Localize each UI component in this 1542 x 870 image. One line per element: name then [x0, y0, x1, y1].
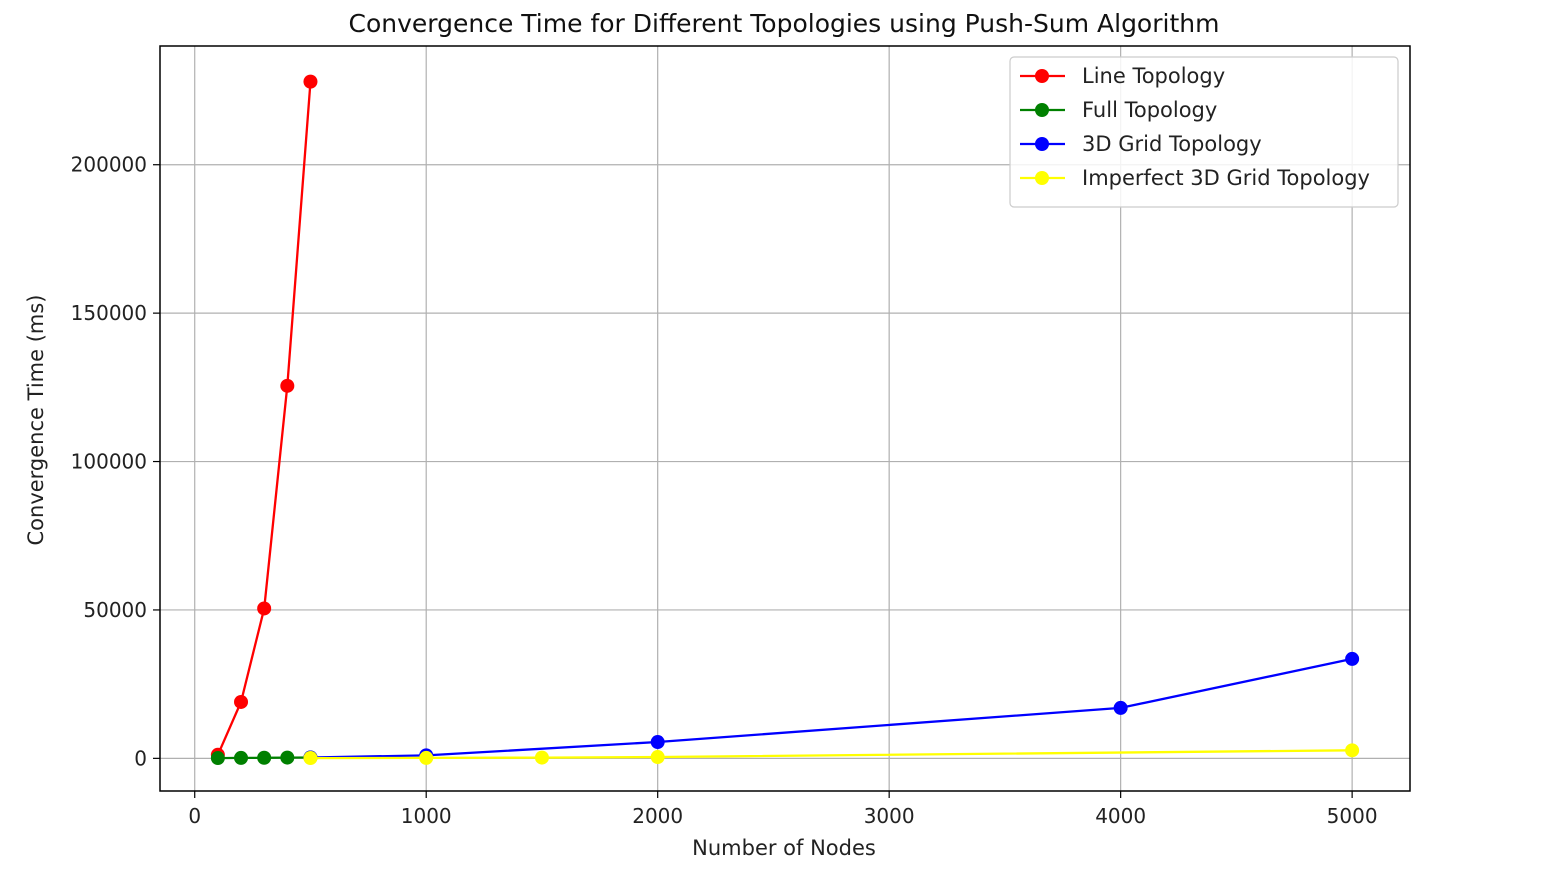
legend-marker: [1035, 137, 1049, 151]
legend: Line Topology Full Topology 3D Grid Topolo…: [1009, 56, 1399, 208]
x-axis-label: Number of Nodes: [692, 836, 876, 860]
data-point-full-topology: [210, 751, 225, 766]
chart-title: Convergence Time for Different Topologie…: [349, 9, 1220, 38]
y-tick-label: 200000: [71, 153, 147, 177]
legend-marker: [1035, 171, 1049, 185]
legend-item: Imperfect 3D Grid Topology: [1020, 166, 1370, 190]
data-point-imperfect-3d-grid-topology: [534, 750, 549, 765]
y-tick-label: 0: [134, 746, 147, 770]
series-layer: [210, 74, 1360, 766]
legend-label: Full Topology: [1082, 98, 1217, 122]
y-tick-label: 50000: [83, 598, 147, 622]
data-point-3d-grid-topology: [1345, 651, 1360, 666]
y-tick-label: 100000: [71, 450, 147, 474]
legend-label: Line Topology: [1082, 64, 1225, 88]
x-tick-label: 3000: [864, 804, 915, 828]
x-tick-label: 4000: [1095, 804, 1146, 828]
legend-item: Line Topology: [1020, 64, 1225, 88]
x-tick-label: 0: [188, 804, 201, 828]
data-point-3d-grid-topology: [650, 735, 665, 750]
data-point-imperfect-3d-grid-topology: [419, 750, 434, 765]
legend-marker: [1035, 69, 1049, 83]
legend-box: [1009, 56, 1399, 208]
plot-frame: [159, 45, 1411, 792]
y-axis-ticks: 0 50000 100000 150000 200000: [71, 153, 160, 770]
data-point-3d-grid-topology: [1113, 700, 1128, 715]
data-point-imperfect-3d-grid-topology: [303, 751, 318, 766]
legend-label: 3D Grid Topology: [1082, 132, 1262, 156]
data-point-imperfect-3d-grid-topology: [1345, 743, 1360, 758]
legend-item: Full Topology: [1020, 98, 1217, 122]
x-tick-label: 5000: [1327, 804, 1378, 828]
legend-marker: [1035, 103, 1049, 117]
series-imperfect-3d-grid-topology: [303, 743, 1360, 766]
data-point-full-topology: [257, 750, 272, 765]
legend-label: Imperfect 3D Grid Topology: [1082, 166, 1370, 190]
data-point-imperfect-3d-grid-topology: [650, 750, 665, 765]
x-tick-label: 2000: [632, 804, 683, 828]
y-axis-label: Convergence Time (ms): [24, 295, 48, 546]
data-point-line-topology: [280, 378, 295, 393]
data-point-line-topology: [234, 694, 249, 709]
legend-item: 3D Grid Topology: [1020, 132, 1262, 156]
data-point-full-topology: [234, 750, 249, 765]
data-point-line-topology: [303, 74, 318, 89]
data-point-line-topology: [257, 601, 272, 616]
x-axis-ticks: 0 1000 2000 3000 4000 5000: [188, 791, 1378, 828]
y-tick-label: 150000: [71, 301, 147, 325]
x-tick-label: 1000: [401, 804, 452, 828]
data-point-full-topology: [280, 750, 295, 765]
